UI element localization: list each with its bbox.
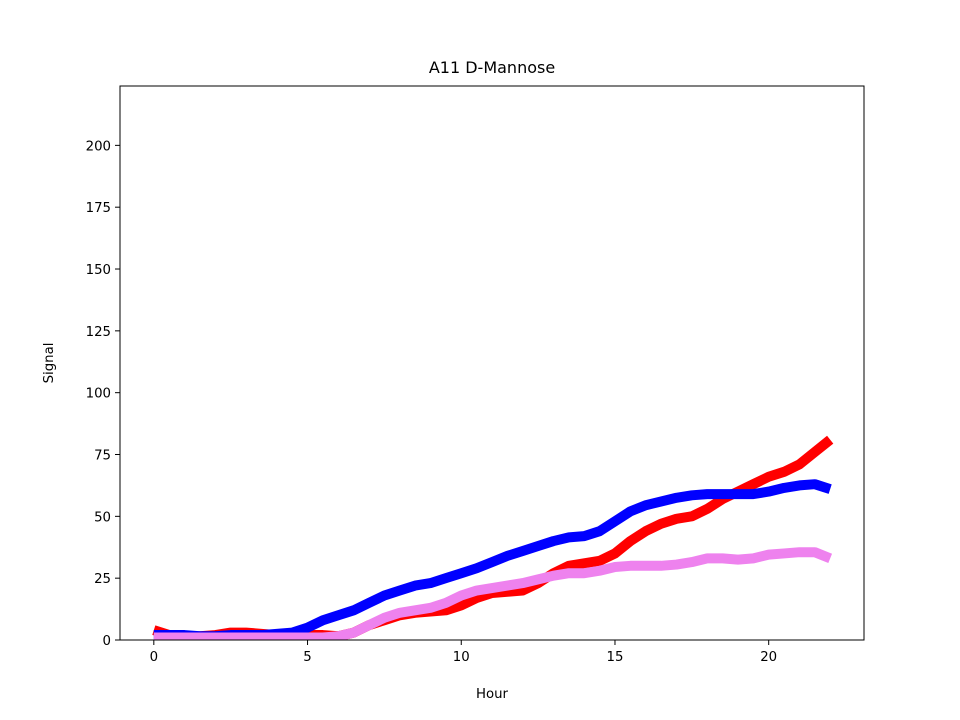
x-axis-title: Hour [476, 687, 509, 702]
x-tick-label: 5 [303, 650, 311, 665]
plot-area [152, 435, 834, 640]
x-tick-label: 15 [607, 650, 624, 665]
y-tick-label: 200 [86, 139, 111, 154]
y-tick-label: 175 [86, 201, 111, 216]
chart-title: A11 D-Mannose [429, 58, 555, 77]
axes-frame [119, 85, 865, 641]
x-tick-label: 10 [453, 650, 470, 665]
y-tick-label: 150 [86, 263, 111, 278]
y-tick-label: 0 [103, 634, 111, 649]
y-tick-label: 125 [86, 325, 111, 340]
y-tick-label: 100 [86, 387, 111, 402]
y-tick-label: 50 [94, 510, 111, 525]
x-tick-label: 20 [760, 650, 777, 665]
y-axis-title: Signal [42, 343, 57, 384]
series-line-3 [153, 547, 833, 640]
y-tick-label: 75 [94, 449, 111, 464]
x-tick-label: 0 [150, 650, 158, 665]
y-tick-label: 25 [94, 572, 111, 587]
